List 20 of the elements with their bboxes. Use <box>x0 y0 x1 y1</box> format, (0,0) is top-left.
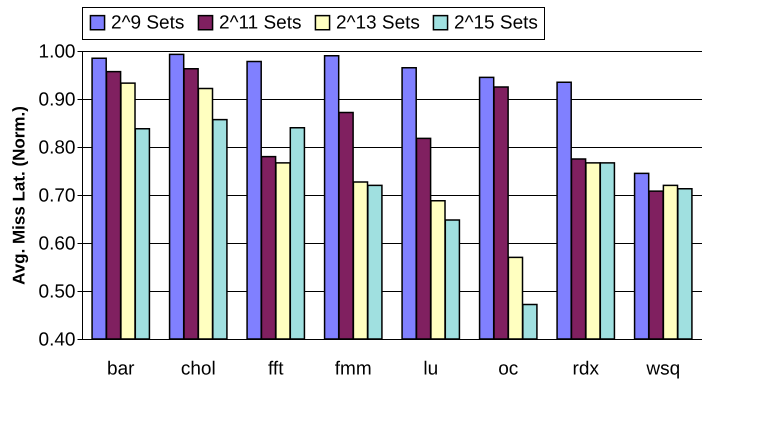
legend-label: 2^9 Sets <box>111 12 184 34</box>
x-tick-label: fmm <box>334 358 372 380</box>
x-tick-label: lu <box>423 358 438 380</box>
x-tick-label: fft <box>268 358 284 380</box>
x-tick-label: bar <box>107 358 136 380</box>
y-tick-label: 0.40 <box>38 330 76 350</box>
x-tick-label: chol <box>180 358 216 380</box>
y-tick-label: 0.90 <box>38 90 76 110</box>
x-tick-label: wsq <box>645 358 680 380</box>
y-tick-label: 0.70 <box>38 186 76 206</box>
y-tick-label: 0.80 <box>38 138 76 158</box>
x-tick-label: oc <box>498 358 518 380</box>
legend-label: 2^15 Sets <box>454 12 538 34</box>
x-tick-label: rdx <box>572 358 600 380</box>
legend-label: 2^13 Sets <box>336 12 420 34</box>
y-axis-title: Avg. Miss Lat. (Norm.) <box>10 106 29 285</box>
y-tick-label: 1.00 <box>38 42 76 62</box>
y-tick-label: 0.50 <box>38 282 76 302</box>
legend-label: 2^11 Sets <box>219 12 302 34</box>
y-tick-label: 0.60 <box>38 234 76 254</box>
